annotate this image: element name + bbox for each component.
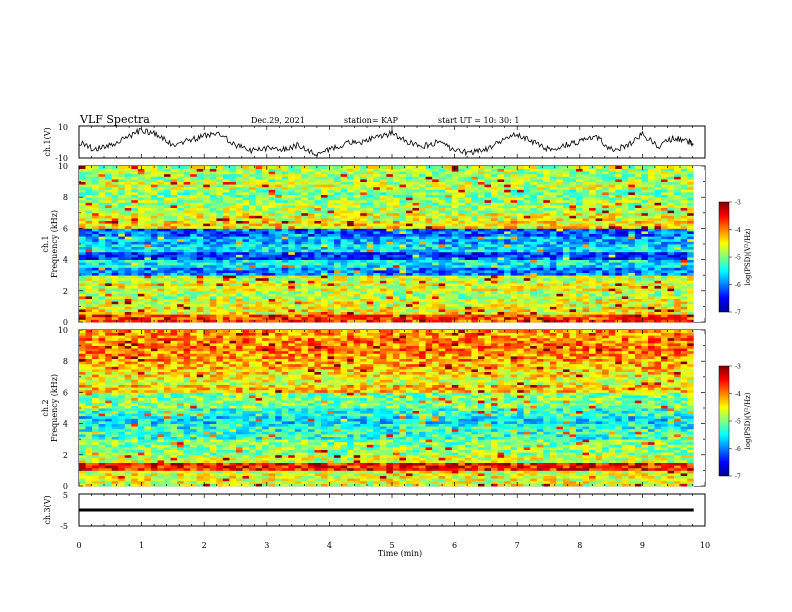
x-tick-label-3: 3 xyxy=(264,541,269,550)
ch1-spec-ytick-0: 0 xyxy=(63,318,68,327)
date-label: Dec.29, 2021 xyxy=(251,116,305,125)
colorbar-ch2-label: log(PSD)(V²/Hz) xyxy=(744,392,752,449)
ch1-spec-ytick-10: 10 xyxy=(58,162,68,171)
axis-ticks xyxy=(78,126,706,526)
colorbar-tick-label--7: -7 xyxy=(735,474,741,481)
x-tick-label-5: 5 xyxy=(389,541,394,550)
ch2-spec-ytick-10: 10 xyxy=(58,326,68,335)
colorbar-tick-label--3: -3 xyxy=(735,200,741,207)
colorbar-tick-label--6: -6 xyxy=(735,446,741,453)
ch1-spec-ytick-4: 4 xyxy=(63,256,68,265)
start-time-label: start UT = 10: 30: 1 xyxy=(438,116,519,125)
x-tick-label-10: 10 xyxy=(700,541,710,550)
ch2-spec-ytick-4: 4 xyxy=(63,420,68,429)
x-tick-label-6: 6 xyxy=(452,541,457,550)
ch1-spec-ytick-2: 2 xyxy=(63,287,68,296)
station-label: station= KAP xyxy=(344,116,399,125)
ch2-spec-ylabel-channel: ch.2 xyxy=(41,399,50,416)
ch3-waveform-band xyxy=(79,508,694,512)
x-tick-label-8: 8 xyxy=(577,541,582,550)
ch2-spectrogram-image xyxy=(79,330,705,487)
ch2-spec-ytick-6: 6 xyxy=(63,388,68,397)
ch2-spec-ylabel-frequency: Frequency (kHz) xyxy=(50,374,59,442)
colorbar-ch1: -3 -4 -5 -6 -7 log(PSD)(V²/Hz) xyxy=(718,200,752,317)
colorbar-tick-label--4: -4 xyxy=(735,227,741,234)
ch1-spectrogram-image xyxy=(79,166,705,323)
ch3-wave-ytick-top: 5 xyxy=(63,491,68,500)
colorbar-ch2-gradient xyxy=(718,365,730,477)
ch1-wave-ytick-bottom: -10 xyxy=(55,154,68,163)
ch1-wave-ylabel: ch.1(V) xyxy=(43,127,52,156)
x-tick-label-9: 9 xyxy=(640,541,645,550)
ch1-wave-ytick-top: 10 xyxy=(58,123,68,132)
colorbar-tick-label--5: -5 xyxy=(735,419,741,426)
x-tick-label-2: 2 xyxy=(202,541,207,550)
colorbar-ch1-label: log(PSD)(V²/Hz) xyxy=(744,228,752,285)
colorbar-tick-label--3: -3 xyxy=(735,364,741,371)
x-tick-label-4: 4 xyxy=(327,541,332,550)
colorbar-tick-label--5: -5 xyxy=(735,255,741,262)
ch1-waveform-line xyxy=(78,127,694,157)
ch1-spec-ylabel-frequency: Frequency (kHz) xyxy=(50,210,59,278)
colorbar-tick-label--7: -7 xyxy=(735,310,741,317)
ch1-spec-ytick-8: 8 xyxy=(63,193,68,202)
x-tick-label-7: 7 xyxy=(515,541,520,550)
ch1-spec-ylabel-channel: ch.1 xyxy=(41,235,50,252)
figure-title: VLF Spectra xyxy=(79,113,150,126)
ch3-wave-ytick-bottom: -5 xyxy=(60,522,68,531)
ch2-spec-ytick-2: 2 xyxy=(63,451,68,460)
ch2-spec-ytick-0: 0 xyxy=(63,482,68,491)
ch1-spec-ytick-6: 6 xyxy=(63,224,68,233)
x-tick-label-1: 1 xyxy=(139,541,144,550)
colorbar-ch2: -3 -4 -5 -6 -7 log(PSD)(V²/Hz) xyxy=(718,364,752,481)
x-tick-label-0: 0 xyxy=(76,541,81,550)
x-axis-label: Time (min) xyxy=(378,549,422,558)
ch3-wave-ylabel: ch.3(V) xyxy=(43,495,52,524)
colorbar-ch1-gradient xyxy=(718,201,730,313)
colorbar-tick-label--6: -6 xyxy=(735,282,741,289)
ch2-spec-ytick-8: 8 xyxy=(63,357,68,366)
colorbar-tick-label--4: -4 xyxy=(735,391,741,398)
